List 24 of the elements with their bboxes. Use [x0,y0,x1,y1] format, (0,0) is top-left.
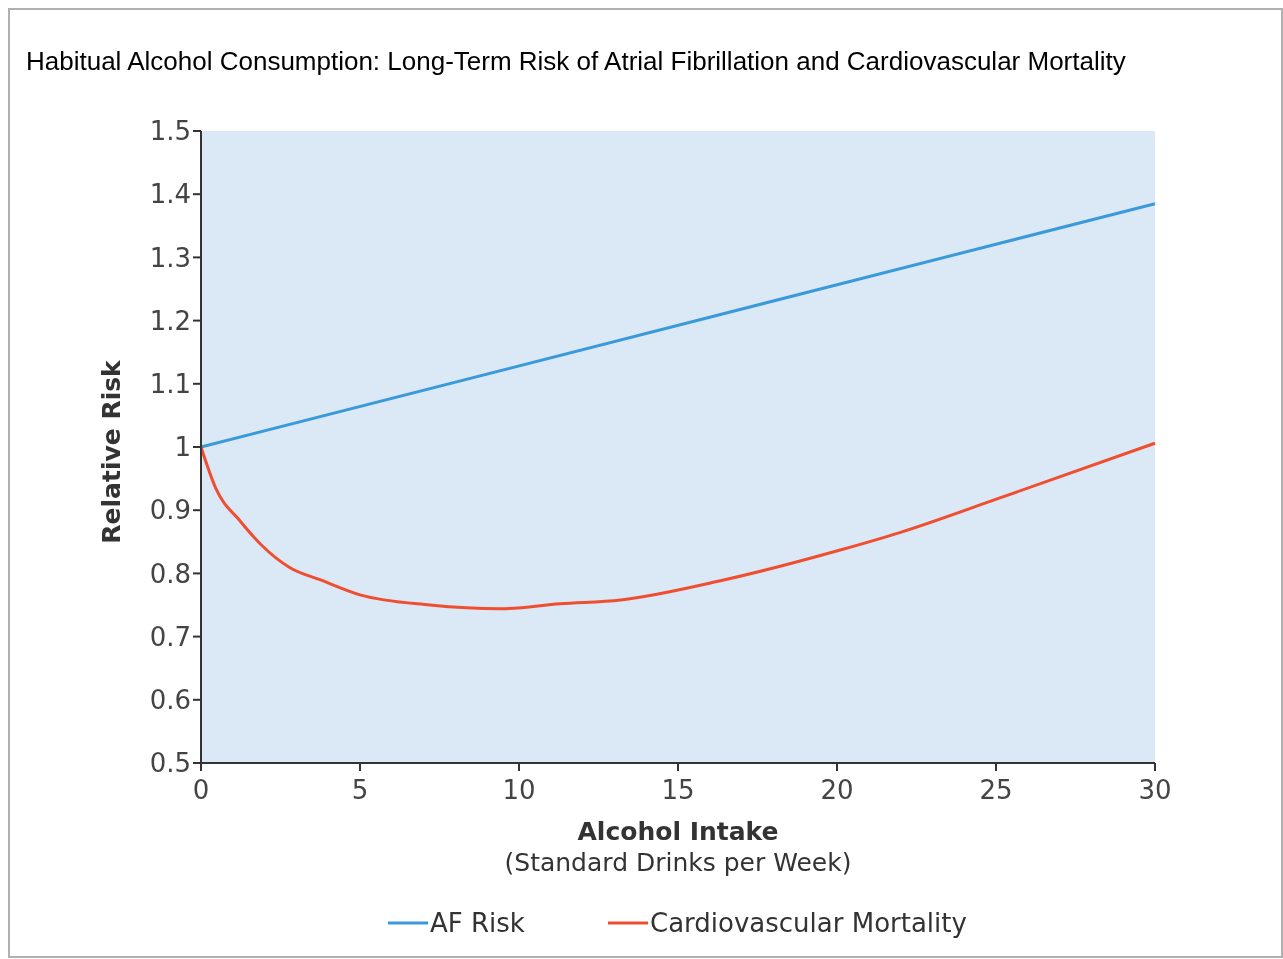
x-axis-title: Alcohol Intake (Standard Drinks per Week) [504,817,852,877]
y-tick-label: 0.8 [149,558,191,589]
y-tick-label: 1.5 [149,116,191,147]
y-tick-label: 1 [174,432,191,463]
y-tick-label: 0.9 [149,495,191,526]
chart-title: Habitual Alcohol Consumption: Long-Term Risk of Atrial Fibrillation and Cardiovascular Mortality [26,46,1126,76]
y-tick-label: 0.6 [149,684,191,715]
x-tick-label: 15 [661,775,695,805]
x-tick-label: 30 [1138,775,1172,805]
x-tick-label: 0 [192,775,210,805]
y-tick-label: 1.3 [149,242,191,273]
line-series [199,441,1157,611]
y-tick-label: 1.1 [149,368,191,399]
y-tick-label: 0.7 [149,621,191,652]
x-tick-label: 5 [351,775,369,805]
legend-label: Cardiovascular Mortality [650,908,967,938]
y-tick-label: 1.4 [149,179,191,210]
legend-label: AF Risk [430,908,525,938]
y-tick-label: 1.2 [149,305,191,336]
y-axis-title: Relative Risk [97,358,126,544]
x-tick-label: 25 [979,775,1013,805]
x-tick-label: 20 [820,775,854,805]
y-tick-label: 0.5 [149,748,191,779]
x-tick-label: 10 [502,775,536,805]
